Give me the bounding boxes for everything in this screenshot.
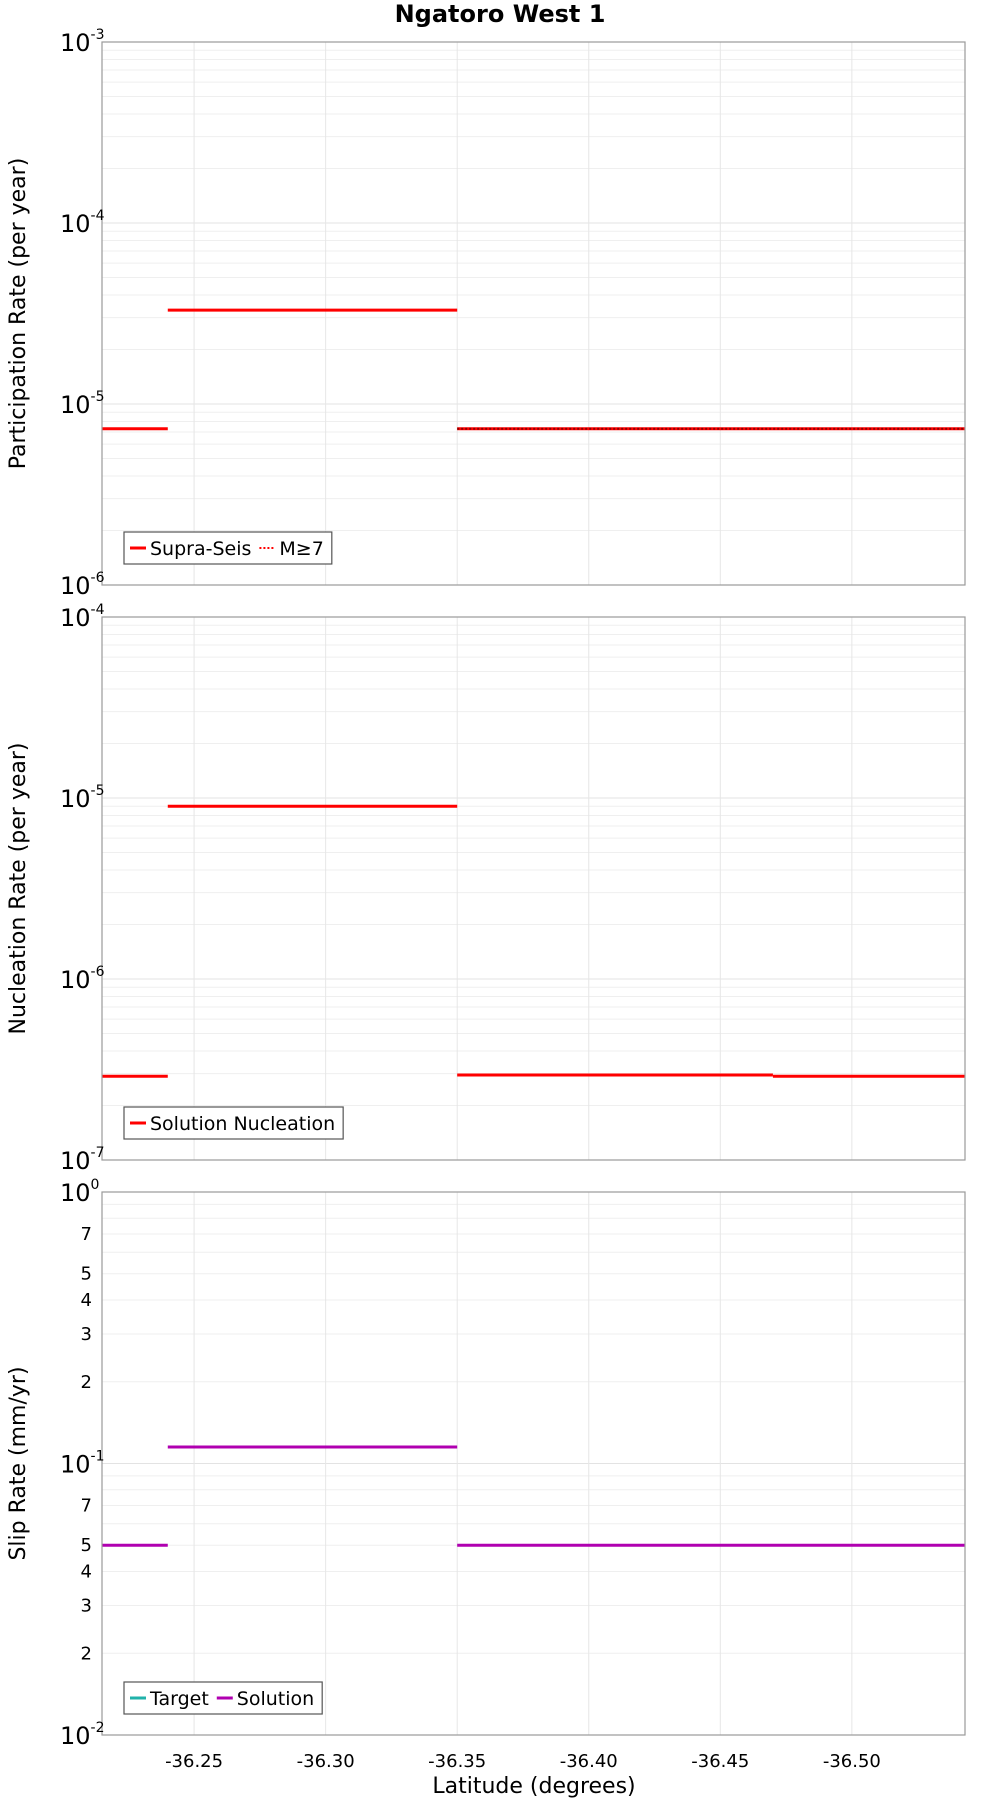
y-tick-labels: 10-2 10-1 100 2 3 4 5 7 2 3 4 5 7 (60, 1177, 105, 1750)
series-solution-nucleation (102, 804, 965, 1078)
y-minor-tick-label: 2 (81, 1643, 92, 1664)
panel-2: 10-7 10-6 10-5 10-4 Nucleation Rate (per yea… (6, 602, 966, 1175)
gridlines (102, 1192, 965, 1736)
y-minor-tick-label: 7 (81, 1496, 92, 1517)
y-tick-label: 10-4 (60, 208, 105, 238)
x-axis-label: Latitude (degrees) (432, 1774, 635, 1799)
y-minor-tick-label: 5 (81, 1535, 92, 1556)
y-minor-tick-label: 3 (81, 1595, 92, 1616)
x-tick-label: -36.40 (560, 1751, 618, 1772)
y-minor-tick-label: 5 (81, 1264, 92, 1285)
panel-3: 10-2 10-1 100 2 3 4 5 7 2 3 4 5 7 Slip Rate (mm/yr) Ta… (6, 1177, 966, 1772)
y-minor-tick-label: 2 (81, 1372, 92, 1393)
y-axis-label: Slip Rate (mm/yr) (6, 1366, 31, 1560)
gridlines (102, 42, 965, 586)
panel-1: 10-6 10-5 10-4 10-3 Participation Rate (per … (6, 27, 966, 600)
panels: 10-6 10-5 10-4 10-3 Participation Rate (per … (6, 27, 966, 1772)
x-tick-label: -36.30 (297, 1751, 355, 1772)
legend-label: Solution (237, 1688, 314, 1710)
legend-label: Supra-Seis (150, 538, 251, 560)
y-minor-tick-label: 4 (81, 1290, 92, 1311)
y-tick-label: 10-4 (60, 602, 105, 632)
y-tick-label: 10-6 (60, 964, 105, 994)
y-tick-label: 10-2 (60, 1720, 105, 1750)
y-minor-tick-label: 4 (81, 1562, 92, 1583)
legend-label: Solution Nucleation (150, 1113, 335, 1135)
legend-label: M≥7 (279, 538, 323, 560)
plot-frame (101, 41, 966, 586)
legend-label: Target (149, 1688, 209, 1710)
plot-area (102, 617, 965, 1160)
x-tick-label: -36.50 (823, 1751, 881, 1772)
series-solution (102, 1445, 965, 1547)
y-tick-labels: 10-7 10-6 10-5 10-4 (60, 602, 105, 1175)
plot-area (102, 42, 965, 585)
y-axis-label: Nucleation Rate (per year) (6, 743, 31, 1035)
y-tick-label: 10-7 (60, 1145, 105, 1175)
y-tick-label: 10-3 (60, 27, 105, 57)
y-tick-label: 100 (60, 1177, 99, 1207)
y-tick-label: 10-5 (60, 389, 105, 419)
x-tick-label: -36.25 (165, 1751, 223, 1772)
legend-box (123, 1681, 323, 1715)
y-tick-label: 10-1 (60, 1449, 105, 1479)
x-tick-label: -36.35 (428, 1751, 486, 1772)
legend-box (123, 531, 333, 565)
y-tick-label: 10-5 (60, 783, 105, 813)
plot-frame (101, 616, 966, 1161)
y-tick-label: 10-6 (60, 570, 105, 600)
x-tick-label: -36.45 (691, 1751, 749, 1772)
y-tick-labels: 10-6 10-5 10-4 10-3 (60, 27, 105, 600)
y-minor-tick-label: 3 (81, 1324, 92, 1345)
chart-title: Ngatoro West 1 (395, 0, 606, 28)
y-minor-tick-label: 7 (81, 1224, 92, 1245)
plot-frame (101, 1191, 966, 1736)
legend: Target Solution (123, 1681, 323, 1715)
y-axis-label: Participation Rate (per year) (6, 158, 31, 470)
legend: Solution Nucleation (123, 1106, 344, 1140)
legend-box (123, 1106, 344, 1140)
x-tick-labels: -36.25 -36.30 -36.35 -36.40 -36.45 -36.50 (165, 1751, 881, 1772)
legend: Supra-Seis M≥7 (123, 531, 333, 565)
